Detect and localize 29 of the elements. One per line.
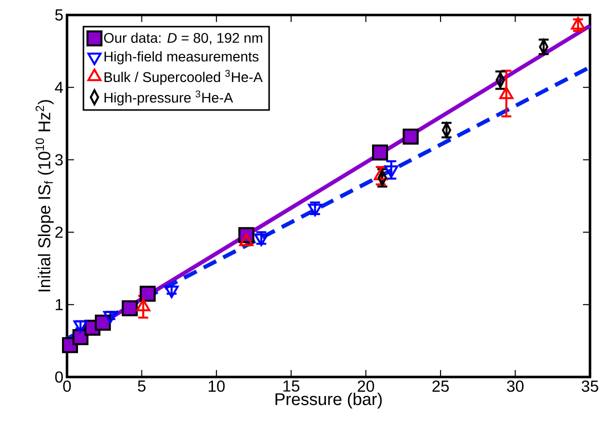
x-tick-label: 5 (138, 380, 146, 392)
point (164, 286, 179, 298)
x-tick-label: 15 (283, 380, 300, 392)
y-tick-label: 4 (54, 82, 63, 93)
point (73, 320, 88, 333)
x-axis-title: Pressure (bar) (276, 392, 382, 409)
point (94, 314, 111, 331)
legend-label: Bulk / Supercooled $^{3}$He-A (104, 70, 263, 85)
x-tick-label: 30 (506, 380, 524, 392)
y-tick-label: 5 (55, 9, 63, 21)
x-tick-label: 10 (208, 380, 225, 392)
legend-label: High-pressure $^{3}$He-A (104, 90, 234, 106)
point (384, 165, 398, 178)
y-axis-title: Initial Slope IS$_{f}$ (10$^{10}$ Hz$^{2}$) (36, 100, 54, 292)
point (372, 144, 388, 161)
point (140, 286, 156, 302)
y-tick-label: 1 (56, 299, 63, 310)
x-tick-label: 0 (63, 380, 71, 392)
point (122, 300, 138, 316)
point (103, 310, 118, 324)
y-tick-label: 3 (55, 154, 63, 166)
x-tick-label: 25 (432, 380, 449, 392)
point (402, 128, 419, 145)
legend-label: Our data: D = 80, 192 nm (104, 32, 262, 45)
x-tick-label: 35 (582, 380, 598, 392)
y-tick-label: 0 (55, 371, 63, 383)
x-tick-label: 20 (358, 380, 374, 392)
y-tick-label: 2 (55, 226, 63, 238)
legend-label: High-field measurements (104, 51, 259, 64)
